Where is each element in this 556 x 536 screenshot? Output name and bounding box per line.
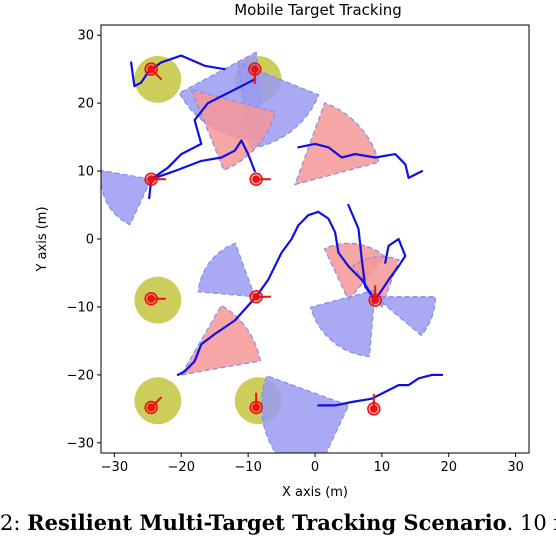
x-tick-label: −30 (101, 460, 128, 475)
y-tick-label: −30 (67, 436, 94, 451)
caption-rest: . 10 rob (506, 511, 556, 535)
caption-bold: Resilient Multi-Target Tracking Scenario (27, 510, 507, 535)
x-tick-label: −10 (234, 460, 261, 475)
robot-core (147, 294, 155, 303)
robot-9 (367, 394, 381, 416)
x-axis-label: X axis (m) (282, 485, 348, 500)
x-tick-label: 10 (374, 460, 391, 475)
trajectory-7 (317, 373, 444, 407)
robot-1 (248, 62, 262, 84)
tracking-chart: Mobile Target Tracking −30 −20 −10 0 10 20 30 … (35, 1, 530, 500)
robot-4 (144, 292, 166, 306)
fov-sector-7 (197, 242, 256, 298)
y-tick-label: 20 (77, 97, 94, 112)
fov-sector-3 (190, 88, 276, 171)
jammed-zone-2 (134, 276, 182, 324)
robot-5 (249, 289, 271, 304)
robot-core (251, 65, 259, 73)
robot-7 (144, 396, 163, 415)
fov-sector-0 (101, 169, 153, 226)
trajectory-6 (176, 295, 258, 376)
x-tick-label: 0 (311, 460, 319, 475)
robot-0 (144, 62, 163, 81)
figure-caption: 2: Resilient Multi-Target Tracking Scena… (0, 510, 556, 536)
trajectory-5 (347, 203, 407, 302)
fov-sector-4 (293, 102, 380, 186)
x-tick-label: −20 (168, 460, 195, 475)
y-tick-label: 0 (86, 233, 94, 248)
robot-3 (249, 172, 271, 186)
fov-sector-8 (373, 296, 436, 337)
fov-sector-9 (309, 289, 376, 358)
x-axis: −30 −20 −10 0 10 20 30 (101, 453, 524, 475)
robot-core (147, 65, 155, 73)
trajectory-1 (148, 78, 256, 200)
robot-6 (368, 285, 382, 307)
robot-8 (249, 392, 263, 415)
robot-core (252, 403, 260, 412)
x-tick-label: 30 (507, 460, 524, 475)
fov-sector-11 (260, 374, 350, 453)
fov-sector-6 (352, 256, 400, 309)
y-axis-label: Y axis (m) (35, 206, 50, 272)
trajectory-4 (255, 210, 377, 302)
robot-2 (144, 172, 166, 186)
trajectory-3 (297, 142, 424, 179)
robot-core (371, 296, 379, 304)
y-axis: −30 −20 −10 0 10 20 30 (67, 29, 101, 451)
x-tick-label: 20 (440, 460, 457, 475)
y-tick-label: −20 (67, 368, 94, 383)
robot-core (252, 175, 260, 184)
y-tick-label: −10 (67, 300, 94, 315)
fov-sector-10 (180, 304, 261, 376)
y-tick-label: 10 (77, 165, 94, 180)
robot-core (147, 175, 155, 184)
y-tick-label: 30 (77, 29, 94, 44)
plot-area (101, 51, 444, 453)
robot-core (370, 405, 378, 413)
chart-title: Mobile Target Tracking (234, 1, 402, 19)
robot-core (147, 403, 155, 412)
trajectory-2 (150, 139, 256, 181)
caption-prefix: 2: (0, 511, 28, 535)
robot-core (252, 292, 260, 301)
jammed-zone-0 (134, 55, 182, 103)
